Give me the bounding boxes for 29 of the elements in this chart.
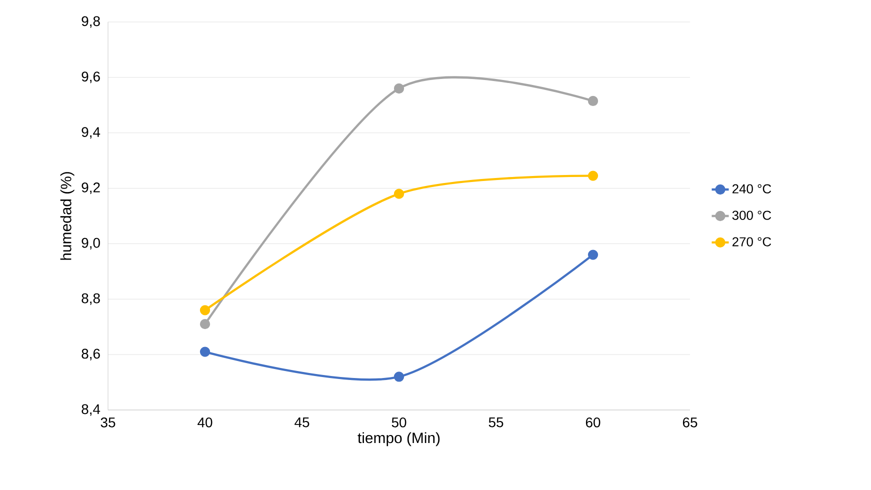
point [588,96,598,106]
y-tick-label: 8,8 [82,293,100,305]
point [394,83,404,94]
y-tick-label: 9,2 [82,182,100,194]
legend-label: 240 °C [732,184,772,194]
point [588,170,598,181]
y-tick-label: 8,4 [82,404,100,416]
x-tick-label: 65 [682,417,698,428]
point [200,318,210,330]
y-tick-label: 9,0 [82,238,100,250]
y-tick-label: 9,4 [82,127,100,139]
x-tick-label: 35 [100,417,116,428]
y-tick-label: 8,6 [82,348,100,360]
y-tick-label: 9,6 [82,72,100,84]
legend-label: 300 °C [732,210,772,220]
point [394,188,404,199]
point [200,346,210,357]
point [394,372,404,382]
x-tick-label: 40 [198,417,212,428]
x-tick-label: 60 [586,417,600,428]
y-tick-label: 9,8 [82,16,100,28]
point [588,250,598,260]
x-tick-label: 45 [294,417,310,428]
point [200,305,210,316]
x-tick-label: 50 [392,417,406,428]
y-axis-title: humedad (%) [60,172,74,260]
x-axis-title: tiempo (Min) [358,432,440,446]
legend-label: 270 °C [732,237,772,246]
x-tick-label: 55 [488,417,504,428]
